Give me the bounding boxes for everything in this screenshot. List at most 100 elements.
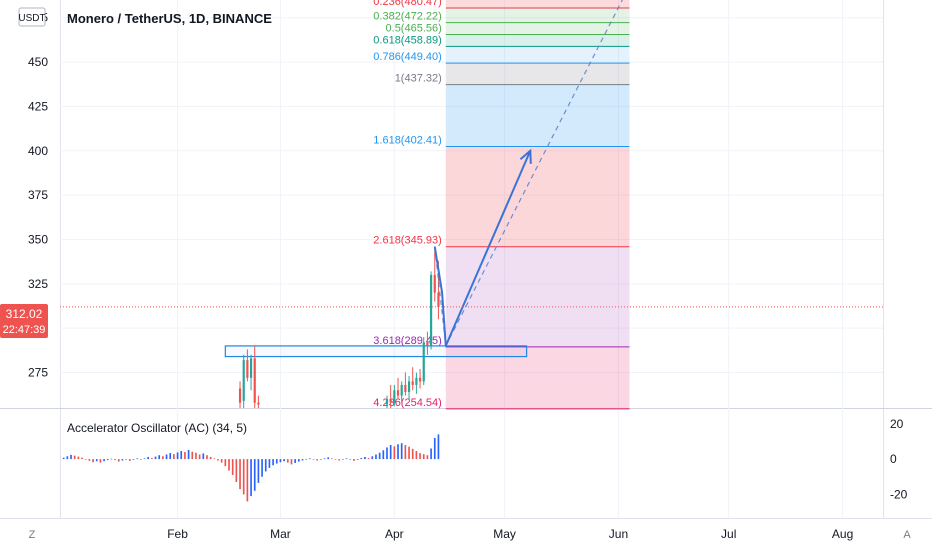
candle-body[interactable] <box>389 399 392 403</box>
fib-zone <box>445 34 630 47</box>
candle-body[interactable] <box>433 274 436 293</box>
candle-body[interactable] <box>407 381 411 393</box>
candle-body[interactable] <box>437 292 440 307</box>
ac-bar <box>367 458 370 460</box>
ac-bar <box>121 459 124 461</box>
x-tick-label: Apr <box>385 527 404 541</box>
indicator-title[interactable]: Accelerator Oscillator (AC) (34, 5) <box>67 421 247 435</box>
ac-bar <box>437 434 440 460</box>
candle-body[interactable] <box>429 274 433 346</box>
ac-bar <box>73 455 76 460</box>
rectangle-drawing[interactable] <box>224 345 528 358</box>
ac-y-tick-label: 0 <box>890 452 897 466</box>
ac-bar <box>356 459 359 460</box>
ac-bar <box>257 459 260 483</box>
ac-bar <box>154 456 157 460</box>
fib-zone <box>445 246 630 347</box>
ac-bar <box>158 455 161 460</box>
candle-body[interactable] <box>246 360 249 378</box>
candle-body[interactable] <box>253 358 256 403</box>
ac-bar <box>342 459 344 460</box>
candle-body[interactable] <box>393 390 396 403</box>
bar-countdown: 22:47:39 <box>3 324 46 336</box>
y-tick-label: 450 <box>28 55 48 69</box>
currency-label: USDT <box>18 13 45 24</box>
ac-bar <box>386 447 388 460</box>
x-tick-label: Jul <box>721 527 736 541</box>
ac-bar <box>334 459 337 460</box>
fib-level-label: 1(437.32) <box>395 73 442 85</box>
fib-level-label: 1.618(402.41) <box>373 135 442 147</box>
chart-title: Monero / TetherUS, 1D, BINANCE <box>67 11 272 26</box>
ac-bar <box>70 454 72 460</box>
ac-bar <box>173 454 175 460</box>
candle-body[interactable] <box>426 342 429 346</box>
ac-bar <box>103 459 105 462</box>
x-tick-label: May <box>493 527 516 541</box>
auto-scale-button[interactable] <box>897 525 917 543</box>
candle-body[interactable] <box>400 384 403 396</box>
ac-bar <box>338 459 341 461</box>
ac-bar <box>320 459 322 460</box>
candle-body[interactable] <box>242 360 245 401</box>
ac-bar <box>114 459 116 461</box>
y-tick-label: 400 <box>28 144 48 158</box>
candle-body[interactable] <box>385 399 389 405</box>
ac-bar <box>95 459 98 462</box>
ac-y-tick-label: 20 <box>890 417 904 431</box>
ac-bar <box>382 450 385 460</box>
fib-level-label: 0.382(472.22) <box>373 11 442 23</box>
fib-level-label: 4.236(254.54) <box>373 397 442 409</box>
projection-arrow-line[interactable] <box>433 150 532 347</box>
ac-bar <box>272 459 274 466</box>
candle-body[interactable] <box>238 388 242 403</box>
ac-bar <box>316 459 319 461</box>
ac-bar <box>430 448 432 460</box>
fib-level-label: 0.786(449.40) <box>373 51 442 63</box>
ac-bar <box>132 459 135 460</box>
candle-body[interactable] <box>404 384 407 393</box>
ac-bar <box>371 456 374 460</box>
ac-bar <box>419 453 421 460</box>
ac-bar <box>253 459 256 491</box>
candle-body[interactable] <box>418 377 422 382</box>
ac-bar <box>147 456 150 460</box>
fib-zone <box>445 146 630 247</box>
zoom-button[interactable] <box>22 525 42 543</box>
candle-body[interactable] <box>396 390 400 396</box>
ac-bar <box>117 459 120 462</box>
ac-bar <box>228 459 230 471</box>
ac-bar <box>143 458 146 460</box>
ac-bar <box>187 449 190 460</box>
ac-bar <box>408 446 410 460</box>
ac-bar <box>180 450 183 460</box>
ac-bar <box>136 458 138 460</box>
ac-bar <box>279 459 282 463</box>
ac-bar <box>305 459 307 460</box>
fib-zone <box>445 63 630 85</box>
candle-body[interactable] <box>415 377 418 385</box>
ac-bar <box>99 459 102 463</box>
currency-badge[interactable] <box>18 7 46 27</box>
ac-bar <box>213 458 216 460</box>
candle-body[interactable] <box>249 358 253 378</box>
ac-bar <box>294 459 296 463</box>
ac-bar <box>275 459 278 464</box>
last-price-tag <box>0 304 48 338</box>
y-tick-label: 325 <box>28 277 48 291</box>
ac-bar <box>239 459 241 490</box>
candle-body[interactable] <box>422 342 425 382</box>
candle-body[interactable] <box>411 381 414 385</box>
ac-bar <box>184 452 186 460</box>
ac-bar <box>393 446 396 460</box>
ac-bar <box>198 454 201 460</box>
ac-bar <box>62 457 65 460</box>
ac-bar <box>250 459 252 497</box>
ac-bar <box>312 459 315 460</box>
fib-level-label: 0.618(458.89) <box>373 34 442 46</box>
ac-bar <box>345 458 348 460</box>
ac-bar <box>331 458 333 460</box>
fib-level-label: 0.5(465.56) <box>386 22 442 34</box>
candle-body[interactable] <box>257 402 260 405</box>
